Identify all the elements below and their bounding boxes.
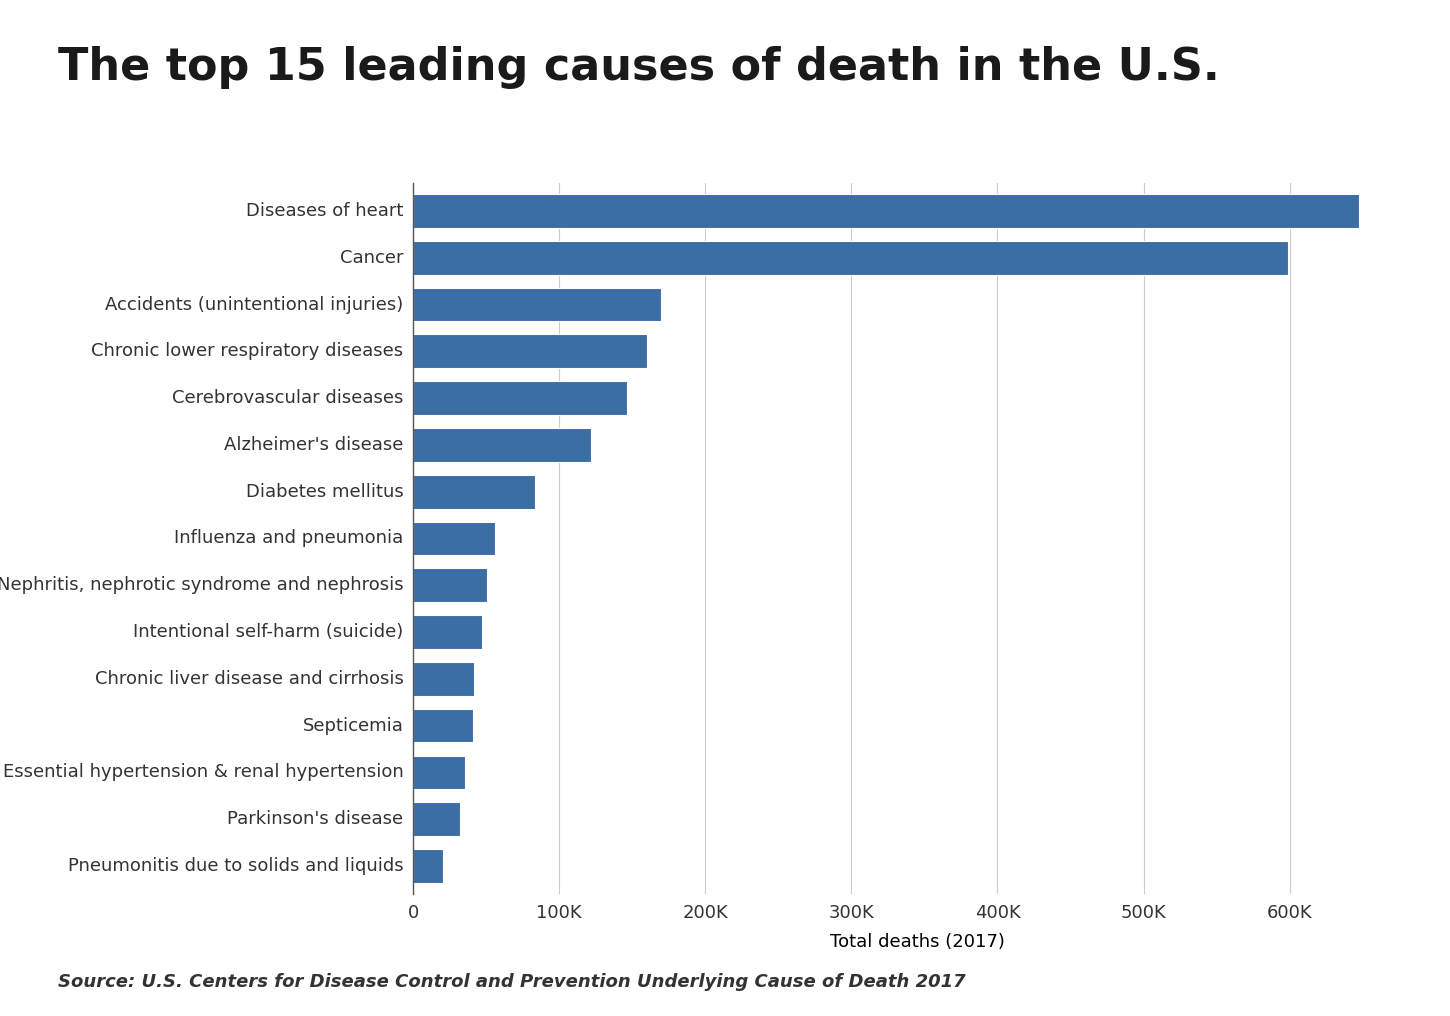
Bar [413, 428, 590, 461]
Bar [413, 849, 442, 883]
Bar [413, 288, 661, 321]
Text: Source: U.S. Centers for Disease Control and Prevention Underlying Cause of Deat: Source: U.S. Centers for Disease Control… [58, 972, 966, 991]
Bar [413, 241, 1288, 274]
Bar [413, 194, 1359, 228]
Text: The top 15 leading causes of death in the U.S.: The top 15 leading causes of death in th… [58, 46, 1219, 88]
Bar [413, 803, 460, 836]
Bar [413, 568, 487, 602]
Bar [413, 616, 483, 649]
Bar [413, 709, 473, 743]
X-axis label: Total deaths (2017): Total deaths (2017) [829, 933, 1005, 951]
Bar [413, 521, 494, 556]
Bar [413, 334, 647, 368]
Bar [413, 756, 465, 789]
Bar [413, 381, 626, 415]
Bar [413, 474, 535, 509]
Bar [413, 662, 474, 696]
